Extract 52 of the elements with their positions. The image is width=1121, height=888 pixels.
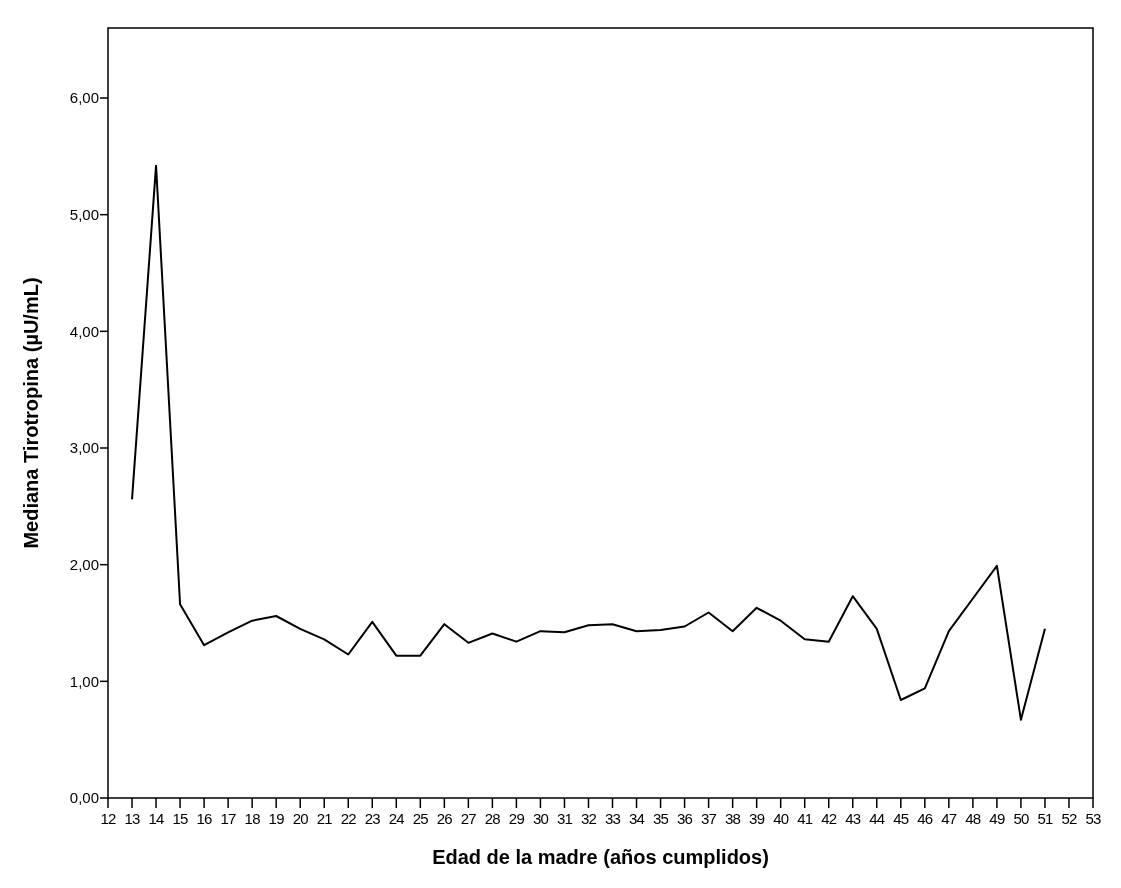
x-tick-label: 40 — [773, 810, 789, 827]
x-tick-label: 18 — [244, 810, 261, 827]
x-tick-label: 33 — [604, 810, 621, 827]
x-tick-label: 38 — [725, 810, 741, 827]
x-tick-label: 35 — [653, 810, 669, 827]
x-tick-label: 51 — [1037, 810, 1053, 827]
x-tick-label: 30 — [532, 810, 549, 827]
x-tick-label: 22 — [340, 810, 357, 827]
x-tick-label: 27 — [460, 810, 477, 827]
x-tick-label: 16 — [196, 810, 213, 827]
x-tick-label: 32 — [580, 810, 597, 827]
x-tick-label: 15 — [172, 810, 189, 827]
y-axis-title: Mediana Tirotropina (µU/mL) — [20, 277, 42, 549]
x-tick-label: 12 — [100, 810, 116, 827]
x-tick-label: 50 — [1013, 810, 1029, 827]
x-tick-label: 26 — [436, 810, 453, 827]
x-tick-label: 13 — [124, 810, 141, 827]
x-tick-label: 25 — [412, 810, 429, 827]
x-tick-label: 45 — [893, 810, 909, 827]
x-tick-label: 28 — [484, 810, 501, 827]
x-tick-label: 46 — [917, 810, 933, 827]
x-tick-label: 48 — [965, 810, 981, 827]
x-tick-label: 23 — [364, 810, 381, 827]
line-series — [131, 164, 1046, 721]
y-tick-label: 3,00 — [69, 439, 99, 457]
x-tick-label: 20 — [292, 810, 309, 827]
x-tick-label: 34 — [628, 810, 645, 827]
x-tick-label: 37 — [701, 810, 717, 827]
y-tick-label: 1,00 — [69, 672, 99, 690]
y-tick-label: 2,00 — [69, 555, 99, 573]
x-tick-label: 36 — [677, 810, 693, 827]
x-tick-label: 42 — [821, 810, 837, 827]
y-tick-label: 5,00 — [69, 205, 99, 223]
x-tick-label: 14 — [148, 810, 165, 827]
y-tick-label: 4,00 — [69, 322, 99, 340]
x-tick-label: 39 — [749, 810, 765, 827]
x-tick-label: 53 — [1085, 810, 1101, 827]
x-tick-label: 52 — [1061, 810, 1077, 827]
x-tick-label: 17 — [220, 810, 237, 827]
x-tick-label: 24 — [388, 810, 405, 827]
y-tick-label: 0,00 — [69, 789, 99, 807]
x-tick-label: 49 — [989, 810, 1005, 827]
y-tick-label: 6,00 — [69, 89, 99, 107]
x-tick-label: 41 — [797, 810, 813, 827]
x-tick-label: 19 — [268, 810, 285, 827]
x-tick-label: 47 — [941, 810, 957, 827]
x-tick-label: 21 — [316, 810, 333, 827]
x-tick-label: 44 — [869, 810, 885, 827]
x-tick-label: 31 — [556, 810, 573, 827]
x-axis-title: Edad de la madre (años cumplidos) — [432, 846, 769, 868]
x-tick-label: 43 — [845, 810, 861, 827]
x-tick-label: 29 — [508, 810, 525, 827]
